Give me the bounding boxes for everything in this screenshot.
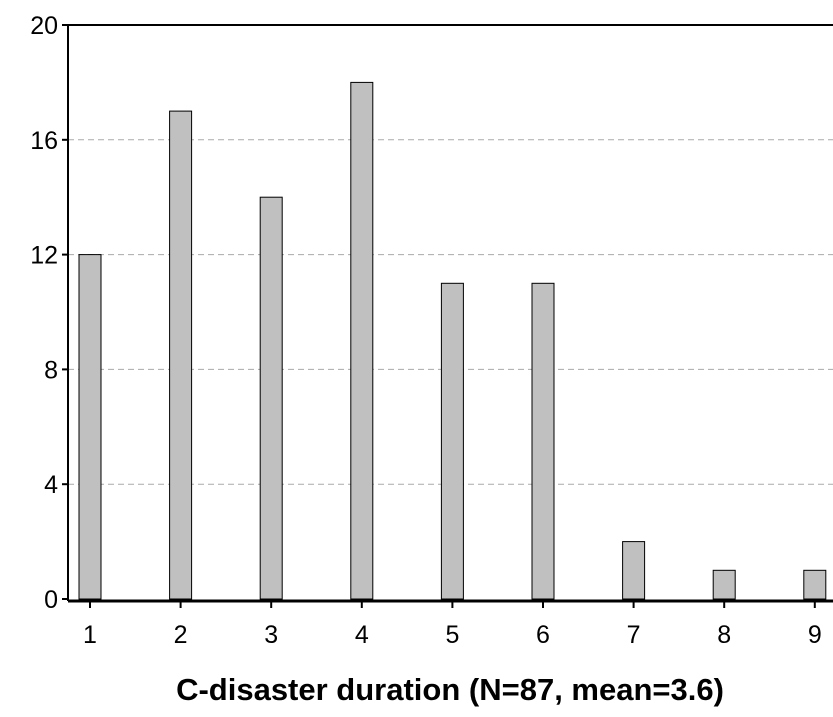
bar-7	[622, 541, 646, 600]
x-tick-label: 1	[83, 621, 97, 649]
bar-8	[712, 569, 736, 600]
bar-6	[531, 282, 555, 600]
x-tick-label: 2	[174, 621, 188, 649]
x-tick-label: 7	[627, 621, 641, 649]
y-tick-label: 12	[30, 242, 58, 270]
y-tick-label: 16	[30, 127, 58, 155]
y-tick-label: 4	[44, 471, 58, 499]
x-tick-label: 3	[264, 621, 278, 649]
bar-1	[78, 254, 102, 600]
y-ticks: 0 4 8 12 16 20	[30, 12, 68, 614]
x-tick-label: 4	[355, 621, 369, 649]
bar-5	[440, 282, 464, 600]
x-tick-label: 6	[536, 621, 550, 649]
y-tick-label: 20	[30, 12, 58, 40]
bar-3	[259, 196, 283, 600]
bar-4	[350, 81, 374, 600]
x-axis-title: C-disaster duration (N=87, mean=3.6)	[176, 672, 724, 707]
x-ticks: 1 2 3 4 5 6 7 8 9	[83, 601, 822, 649]
axes	[67, 24, 833, 603]
x-tick-label: 5	[445, 621, 459, 649]
bars	[78, 81, 827, 600]
x-tick-label: 8	[717, 621, 731, 649]
y-tick-label: 8	[44, 356, 58, 384]
bar-2	[169, 110, 193, 600]
y-tick-label: 0	[44, 586, 58, 614]
bar-9	[803, 569, 827, 600]
x-tick-label: 9	[808, 621, 822, 649]
